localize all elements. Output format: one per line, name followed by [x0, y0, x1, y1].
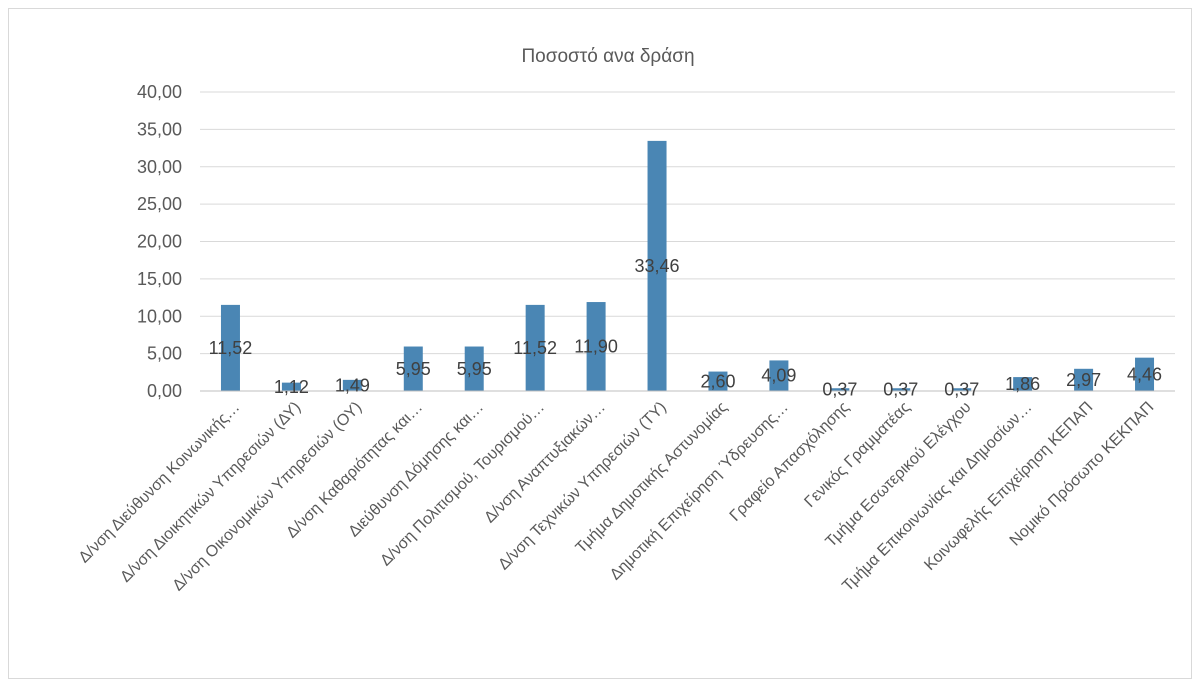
- bar: [525, 304, 545, 391]
- data-label: 11,52: [209, 338, 253, 358]
- x-tick-label: Δ/νση Αναπτυξιακών…: [481, 399, 609, 527]
- data-label: 5,95: [457, 359, 492, 379]
- bar: [891, 388, 911, 391]
- y-tick-label: 40,00: [137, 82, 182, 102]
- bar: [1074, 368, 1094, 391]
- bar: [708, 371, 728, 391]
- bar: [1135, 357, 1155, 391]
- chart-title: Ποσοστό ανα δράση: [521, 46, 694, 67]
- data-label: 11,52: [513, 338, 557, 358]
- bar: [281, 382, 301, 391]
- bar: [1013, 377, 1033, 391]
- gridlines: [200, 91, 1175, 355]
- data-label: 4,09: [761, 366, 796, 386]
- data-label: 2,60: [700, 371, 735, 391]
- bar: [220, 304, 240, 391]
- data-label: 1,49: [335, 375, 370, 395]
- bar: [952, 388, 972, 391]
- y-tick-label: 15,00: [137, 269, 182, 289]
- y-tick-label: 30,00: [137, 157, 182, 177]
- data-label: 0,37: [822, 380, 857, 400]
- x-tick-label: Γραφείο Απασχόλησης: [727, 399, 853, 525]
- bar: [769, 360, 789, 391]
- bars: [220, 140, 1155, 391]
- data-label: 0,37: [944, 380, 979, 400]
- data-label: 2,97: [1066, 370, 1101, 390]
- data-labels: 11,52 1,12 1,49 5,95 5,95 11,52 11,90 33,46 2,60…: [209, 256, 1162, 400]
- bar: [342, 379, 362, 391]
- data-label: 5,95: [396, 359, 431, 379]
- bar: [647, 140, 667, 391]
- data-label: 1,86: [1005, 374, 1040, 394]
- y-tick-label: 25,00: [137, 194, 182, 214]
- data-label: 0,37: [883, 380, 918, 400]
- y-tick-label: 10,00: [137, 306, 182, 326]
- y-axis-tick-labels: 0,00 5,00 10,00 15,00 20,00 25,00 30,00 35,00 40…: [137, 82, 182, 401]
- bar: [403, 346, 423, 391]
- data-label: 4,46: [1127, 364, 1162, 384]
- y-tick-label: 0,00: [147, 381, 182, 401]
- data-label: 33,46: [635, 256, 680, 276]
- bar: [586, 302, 606, 391]
- data-label: 11,90: [574, 337, 618, 357]
- x-tick-label: Γενικός Γραμματέας: [801, 399, 913, 511]
- x-axis-category-labels: Δ/νση Διεύθυνση Κοινωνικής…Δ/νση Διοικητ…: [76, 399, 1158, 595]
- y-tick-label: 20,00: [137, 232, 182, 252]
- data-label: 1,12: [274, 377, 309, 397]
- y-tick-label: 35,00: [137, 119, 182, 139]
- bar: [830, 388, 850, 391]
- y-tick-label: 5,00: [147, 344, 182, 364]
- bar: [464, 346, 484, 391]
